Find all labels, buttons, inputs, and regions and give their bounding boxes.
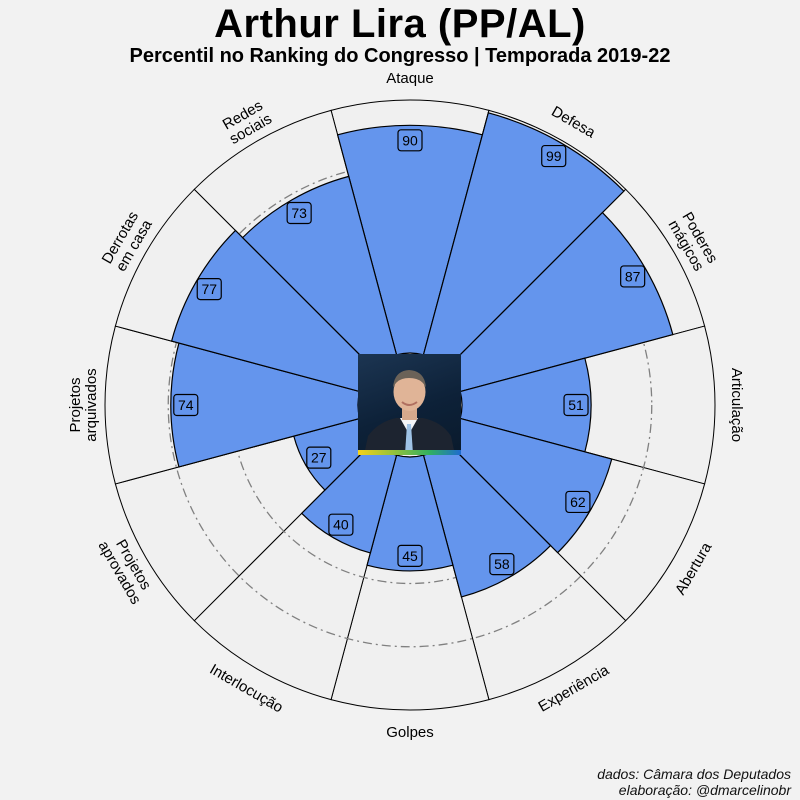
value-box [196,277,222,301]
value-label-experiencia: 58 [489,553,515,576]
value-text: 45 [402,548,418,564]
category-label-projetos-arquivados: Projetosarquivados [67,368,100,441]
value-label-defesa: 99 [541,144,567,168]
value-text: 40 [333,517,349,533]
caption-author: elaboração: @dmarcelinobr [618,782,791,798]
chart-subtitle: Percentil no Ranking do Congresso | Temp… [129,45,671,67]
bar-ataque [336,124,484,356]
value-label-articulacao: 51 [563,393,589,417]
value-box [541,144,567,168]
reference-circle-75 [167,162,653,648]
value-box [397,544,423,567]
value-text: 77 [201,281,217,297]
value-label-interlocucao: 40 [328,513,354,536]
value-label-ataque: 90 [397,129,423,152]
value-box [565,490,591,514]
person-portrait-icon [364,370,455,455]
value-box [173,393,199,417]
chart-title: Arthur Lira (PP/AL) [214,2,586,46]
value-text: 27 [311,450,327,466]
caption-data-source: dados: Câmara dos Deputados [597,766,791,782]
value-box [306,446,332,469]
bar-golpes [366,454,454,572]
value-text: 90 [402,132,418,148]
category-label-golpes: Golpes [386,724,434,741]
value-label-abertura: 62 [565,490,591,514]
value-box [286,201,312,225]
value-box [620,265,646,288]
value-label-projetos-aprovados: 27 [306,446,332,469]
value-text: 74 [178,397,194,413]
value-label-poderes-magicos: 87 [620,265,646,288]
value-box [489,553,515,576]
value-label-golpes: 45 [397,544,423,567]
value-text: 58 [494,556,510,572]
value-text: 51 [568,397,584,413]
value-label-redes-sociais: 73 [286,201,312,225]
source-caption: dados: Câmara dos Deputados elaboração: … [597,766,791,798]
value-box [397,129,423,152]
value-text: 73 [291,205,307,221]
value-box [563,393,589,417]
value-label-projetos-arquivados: 74 [173,393,199,417]
flag-stripe [358,450,461,455]
value-text: 62 [570,494,586,510]
category-label-articulacao: Articulação [728,368,745,442]
category-label-defesa: Defesa [548,103,598,142]
value-text: 87 [625,268,641,284]
value-text: 99 [546,148,562,164]
deputy-portrait [358,354,461,455]
value-box [328,513,354,536]
value-label-derrotas-em-casa: 77 [196,277,222,301]
category-label-ataque: Ataque [386,70,434,87]
